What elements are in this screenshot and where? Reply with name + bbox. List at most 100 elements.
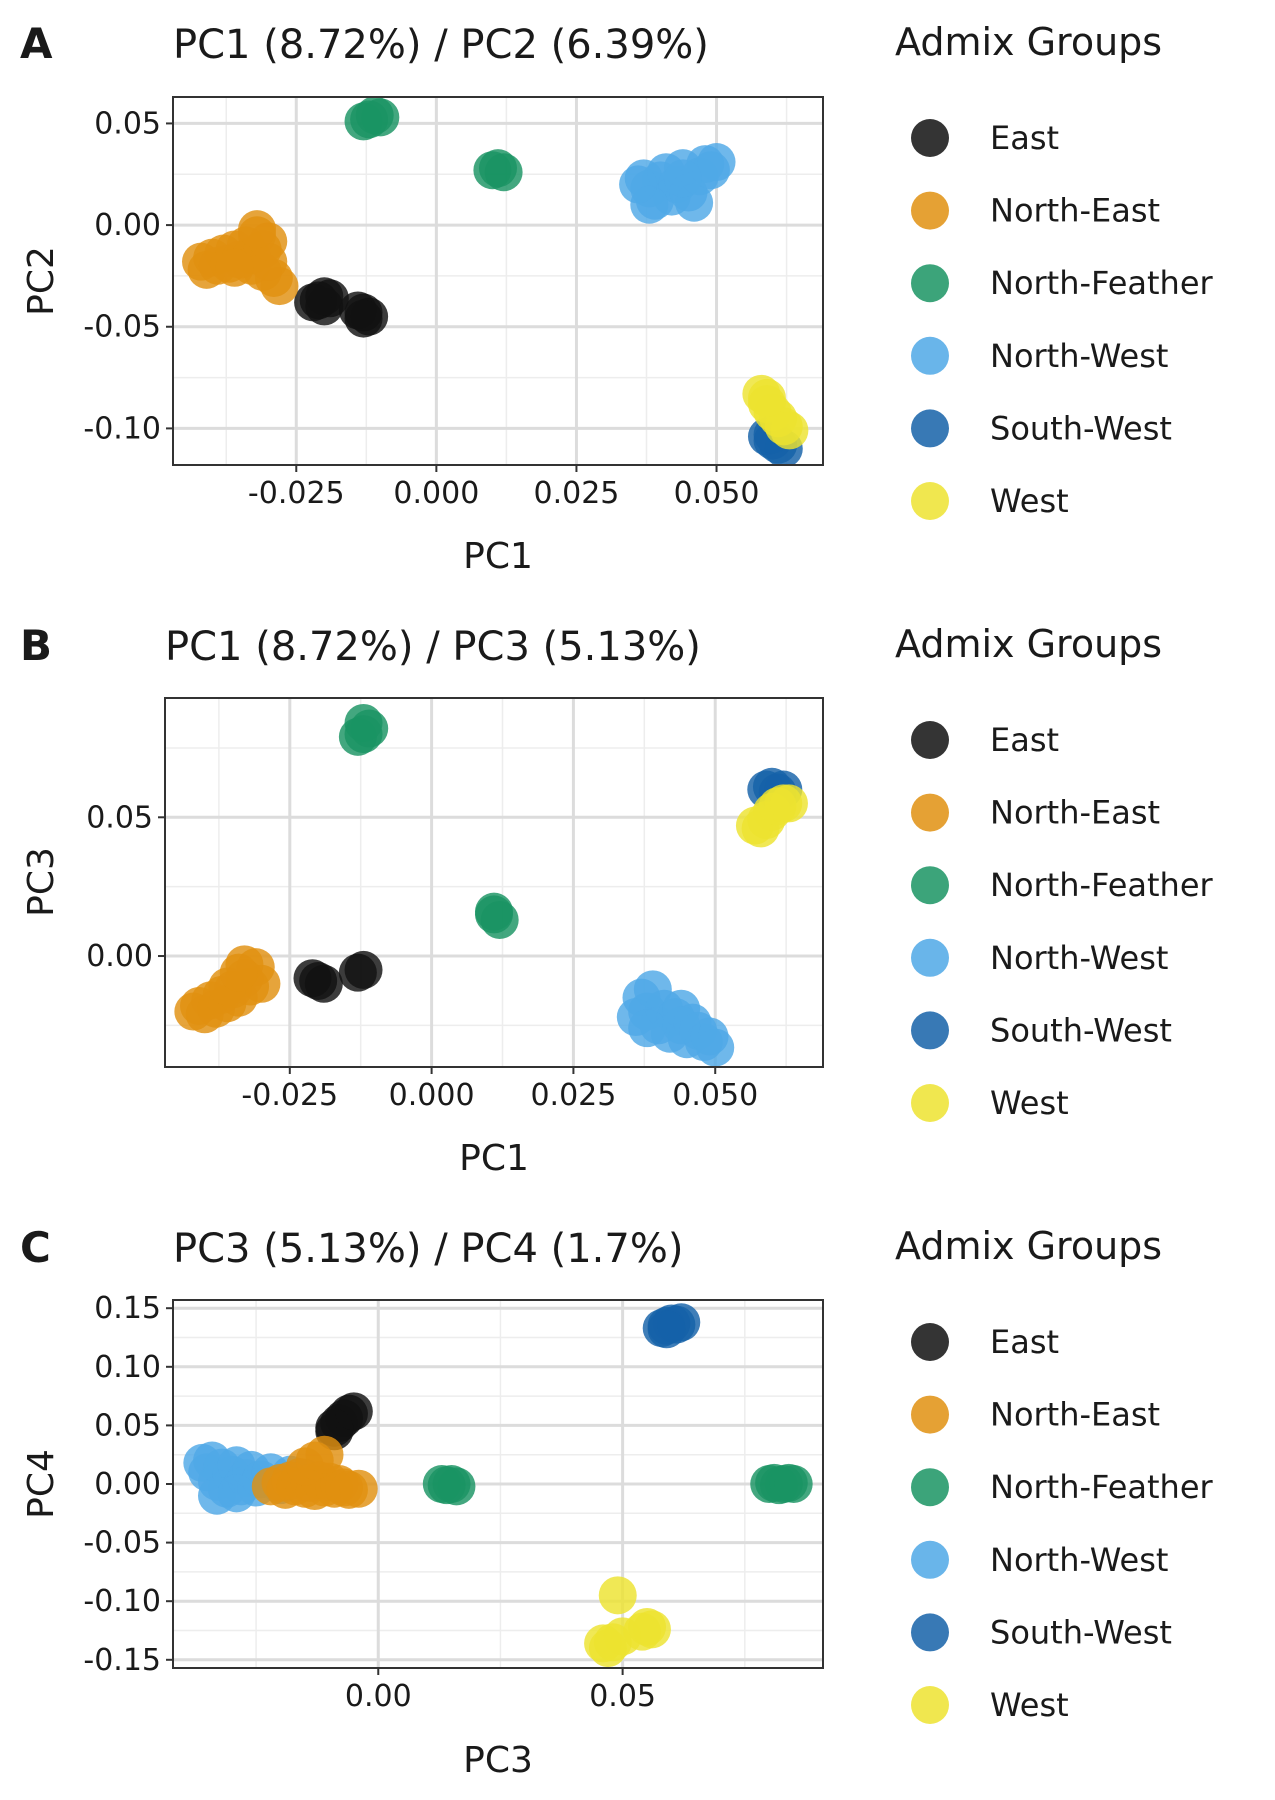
point-west [769,784,808,823]
legend-label: South-West [990,1011,1172,1049]
panel-label-a: A [20,19,53,68]
legend-label: East [990,721,1059,759]
points-layer [183,1303,813,1668]
y-tick-label: 0.05 [94,106,161,141]
point-north-east [339,1469,378,1508]
legend-key-north-west [911,938,949,977]
legend-key-north-feather [911,866,949,905]
legend-title: Admix Groups [895,1224,1162,1268]
panel-title: PC1 (8.72%) / PC2 (6.39%) [173,22,709,68]
legend-key-north-west [911,1540,949,1579]
y-axis-label: PC4 [21,1449,62,1519]
y-axis-label: PC2 [21,246,62,316]
x-tick-label: 0.050 [672,1078,758,1113]
legend-label: South-West [990,409,1172,447]
y-tick-label: -0.05 [83,310,161,345]
point-east [344,950,383,989]
y-tick-label: -0.15 [83,1643,161,1678]
point-north-west [662,1006,701,1045]
legend-key-south-west [911,1011,949,1050]
x-axis-label: PC1 [459,1138,529,1179]
x-axis-label: PC1 [463,536,533,577]
point-north-feather [774,1465,813,1503]
legend-label: West [990,1686,1069,1724]
legend-key-north-east [911,793,949,832]
legend: Admix Groups East North-East North-Feather N… [895,1224,1214,1724]
point-south-west [647,1310,686,1349]
legend-label: West [990,1084,1069,1122]
plot-border [164,697,824,1068]
point-north-feather [437,1467,476,1506]
legend-label: North-East [990,192,1160,230]
point-north-feather [361,98,400,137]
legend-key-south-west [911,409,949,448]
legend-label: North-West [990,939,1168,977]
legend-key-west [911,482,949,520]
y-axis-label: PC3 [21,847,62,917]
x-tick-label: 0.000 [393,476,479,511]
x-tick-label: 0.00 [345,1679,412,1714]
scatter-plot-c: 0.00 0.05 -0.15 -0.10 -0.05 0.00 0.05 0.10 0.15 [83,1291,824,1714]
legend-key-north-feather [911,264,949,303]
points-layer [174,703,808,1067]
plot-border [172,96,824,466]
panel-c: C PC3 (5.13%) / PC4 (1.7%) 0.00 0.05 -0.15… [20,1223,1214,1781]
legend-key-west [911,1084,949,1122]
point-east [305,277,344,316]
legend-label: East [990,119,1059,157]
point-west [770,411,809,450]
point-north-east [219,953,258,992]
legend-label: North-West [990,337,1168,375]
legend-key-north-west [911,336,949,375]
point-north-west [663,159,702,198]
scatter-plot-b: -0.025 0.000 0.025 0.050 0.00 0.05 [86,697,824,1113]
legend-key-north-feather [911,1468,949,1507]
legend-key-north-east [911,191,949,230]
y-tick-label: -0.10 [83,411,161,446]
legend-label: North-Feather [990,1468,1214,1506]
x-tick-label: 0.000 [389,1078,475,1113]
legend-label: North-Feather [990,264,1214,302]
panel-a: A PC1 (8.72%) / PC2 (6.39%) -0.025 0.000 0… [20,19,1214,577]
y-tick-label: 0.00 [94,208,161,243]
legend-label: South-West [990,1613,1172,1651]
point-north-west [217,1474,256,1513]
point-north-east [215,248,254,287]
point-north-west [628,1009,667,1048]
legend-label: North-East [990,1396,1160,1434]
points-layer [182,97,809,465]
x-axis-label: PC3 [463,1740,533,1781]
y-tick-label: 0.00 [94,1467,161,1502]
legend-key-east [911,119,949,157]
x-tick-label: 0.025 [530,1078,616,1113]
x-tick-label: -0.025 [248,476,345,511]
panel-b: B PC1 (8.72%) / PC3 (5.13%) -0.025 0.000 0… [20,621,1214,1179]
y-tick-label: 0.00 [86,939,153,974]
legend-title: Admix Groups [895,622,1162,666]
y-tick-label: 0.10 [94,1350,161,1385]
point-north-west [619,165,658,204]
point-west [747,378,786,417]
x-tick-label: -0.025 [241,1078,338,1113]
scatter-plot-a: -0.025 0.000 0.025 0.050 -0.10 -0.05 0.00 0.05 [83,96,824,511]
y-tick-label: 0.15 [94,1291,161,1326]
panel-label-c: C [20,1223,51,1272]
legend-title: Admix Groups [895,20,1162,64]
legend-key-north-east [911,1395,949,1434]
panel-title: PC1 (8.72%) / PC3 (5.13%) [165,624,701,670]
y-tick-label: -0.05 [83,1526,161,1561]
legend-label: North-East [990,794,1160,832]
point-north-east [238,210,277,249]
x-tick-label: 0.05 [589,1679,656,1714]
point-north-feather [479,149,517,188]
legend-key-south-west [911,1613,949,1652]
x-tick-label: 0.025 [534,476,620,511]
point-west [598,1576,637,1615]
point-north-east [243,252,282,291]
panel-title: PC3 (5.13%) / PC4 (1.7%) [173,1226,683,1272]
legend-key-east [911,721,949,759]
x-tick-label: 0.050 [674,476,760,511]
y-tick-label: 0.05 [94,1408,161,1443]
legend: Admix Groups East North-East North-Feather N… [895,622,1214,1122]
